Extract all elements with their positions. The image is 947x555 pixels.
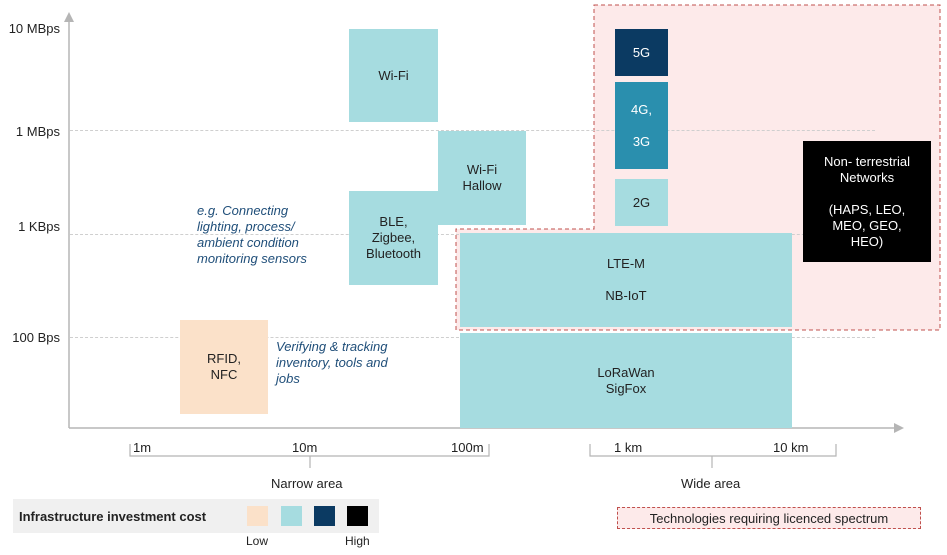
tracking-line2: inventory, tools and bbox=[276, 355, 388, 370]
wifi-hallow-line1: Wi-Fi bbox=[466, 162, 498, 177]
lora-line1: LoRaWan bbox=[597, 364, 655, 380]
rfid-line1: RFID, bbox=[207, 351, 241, 366]
wide-area-label: Wide area bbox=[681, 476, 741, 491]
x-label-1km: 1 km bbox=[614, 440, 643, 455]
gridline-1mbps bbox=[70, 130, 875, 131]
wifi-box: Wi-Fi bbox=[349, 29, 438, 122]
lte-m-nbiot-box: LTE-M NB-IoT bbox=[460, 233, 792, 327]
sensors-line4: monitoring sensors bbox=[197, 251, 307, 266]
legend-low-label: Low bbox=[246, 534, 269, 548]
legend-swatch-high bbox=[314, 506, 335, 526]
legend-swatch-highest bbox=[347, 506, 368, 526]
5g-box: 5G bbox=[615, 29, 668, 76]
legend-high-label: High bbox=[345, 534, 370, 548]
ble-zigbee-box: BLE, Zigbee, Bluetooth bbox=[349, 191, 438, 285]
y-label-1mbps: 1 MBps bbox=[15, 124, 60, 139]
5g-label: 5G bbox=[632, 44, 651, 60]
3g-label: 3G bbox=[632, 133, 651, 149]
lora-line2: SigFox bbox=[605, 380, 647, 396]
tracking-annotation: Verifying & tracking inventory, tools an… bbox=[276, 339, 388, 387]
legend-swatch-medium bbox=[281, 506, 302, 526]
wifi-label: Wi-Fi bbox=[378, 67, 409, 83]
x-label-10m: 10m bbox=[292, 440, 318, 455]
ble-line3: Bluetooth bbox=[366, 246, 421, 261]
x-label-100m: 100m bbox=[451, 440, 484, 455]
4g-3g-box: 4G, 3G bbox=[615, 82, 668, 169]
tracking-line1: Verifying & tracking bbox=[276, 339, 388, 354]
y-label-1kbps: 1 KBps bbox=[18, 219, 60, 234]
legend-swatch-low bbox=[247, 506, 268, 526]
ntn-line6: HEO) bbox=[850, 233, 884, 249]
ntn-line1: Non- terrestrial bbox=[824, 153, 910, 169]
wifi-hallow-box: Wi-Fi Hallow bbox=[438, 131, 526, 225]
non-terrestrial-box: Non- terrestrial Networks (HAPS, LEO, ME… bbox=[803, 141, 931, 262]
y-label-10mbps: 10 MBps bbox=[8, 21, 60, 36]
2g-box: 2G bbox=[615, 179, 668, 226]
rfid-nfc-box: RFID, NFC bbox=[180, 320, 268, 414]
sensors-line2: lighting, process/ bbox=[197, 219, 295, 234]
wifi-hallow-line2: Hallow bbox=[462, 178, 502, 193]
sensors-line1: e.g. Connecting bbox=[197, 203, 289, 218]
nb-iot-label: NB-IoT bbox=[605, 288, 647, 303]
ntn-line2: Networks bbox=[839, 169, 895, 185]
sensors-annotation: e.g. Connecting lighting, process/ ambie… bbox=[197, 203, 307, 267]
lorawan-sigfox-box: LoRaWan SigFox bbox=[460, 333, 792, 428]
ntn-line5: MEO, GEO, bbox=[832, 217, 902, 233]
ble-line1: BLE, bbox=[379, 214, 408, 229]
tracking-line3: jobs bbox=[276, 371, 300, 386]
rfid-line2: NFC bbox=[210, 367, 238, 382]
lte-m-label: LTE-M bbox=[606, 256, 646, 271]
2g-label: 2G bbox=[632, 194, 651, 210]
licensed-spectrum-label: Technologies requiring licenced spectrum bbox=[649, 510, 889, 526]
x-label-1m: 1m bbox=[133, 440, 152, 455]
narrow-area-label: Narrow area bbox=[271, 476, 343, 491]
legend-title: Infrastructure investment cost bbox=[19, 509, 207, 524]
ble-line2: Zigbee, bbox=[371, 230, 416, 245]
x-label-10km: 10 km bbox=[773, 440, 809, 455]
sensors-line3: ambient condition bbox=[197, 235, 299, 250]
licensed-spectrum-legend: Technologies requiring licenced spectrum bbox=[617, 507, 921, 529]
ntn-line4: (HAPS, LEO, bbox=[828, 201, 906, 217]
4g-label: 4G, bbox=[631, 101, 652, 117]
y-label-100bps: 100 Bps bbox=[12, 330, 60, 345]
